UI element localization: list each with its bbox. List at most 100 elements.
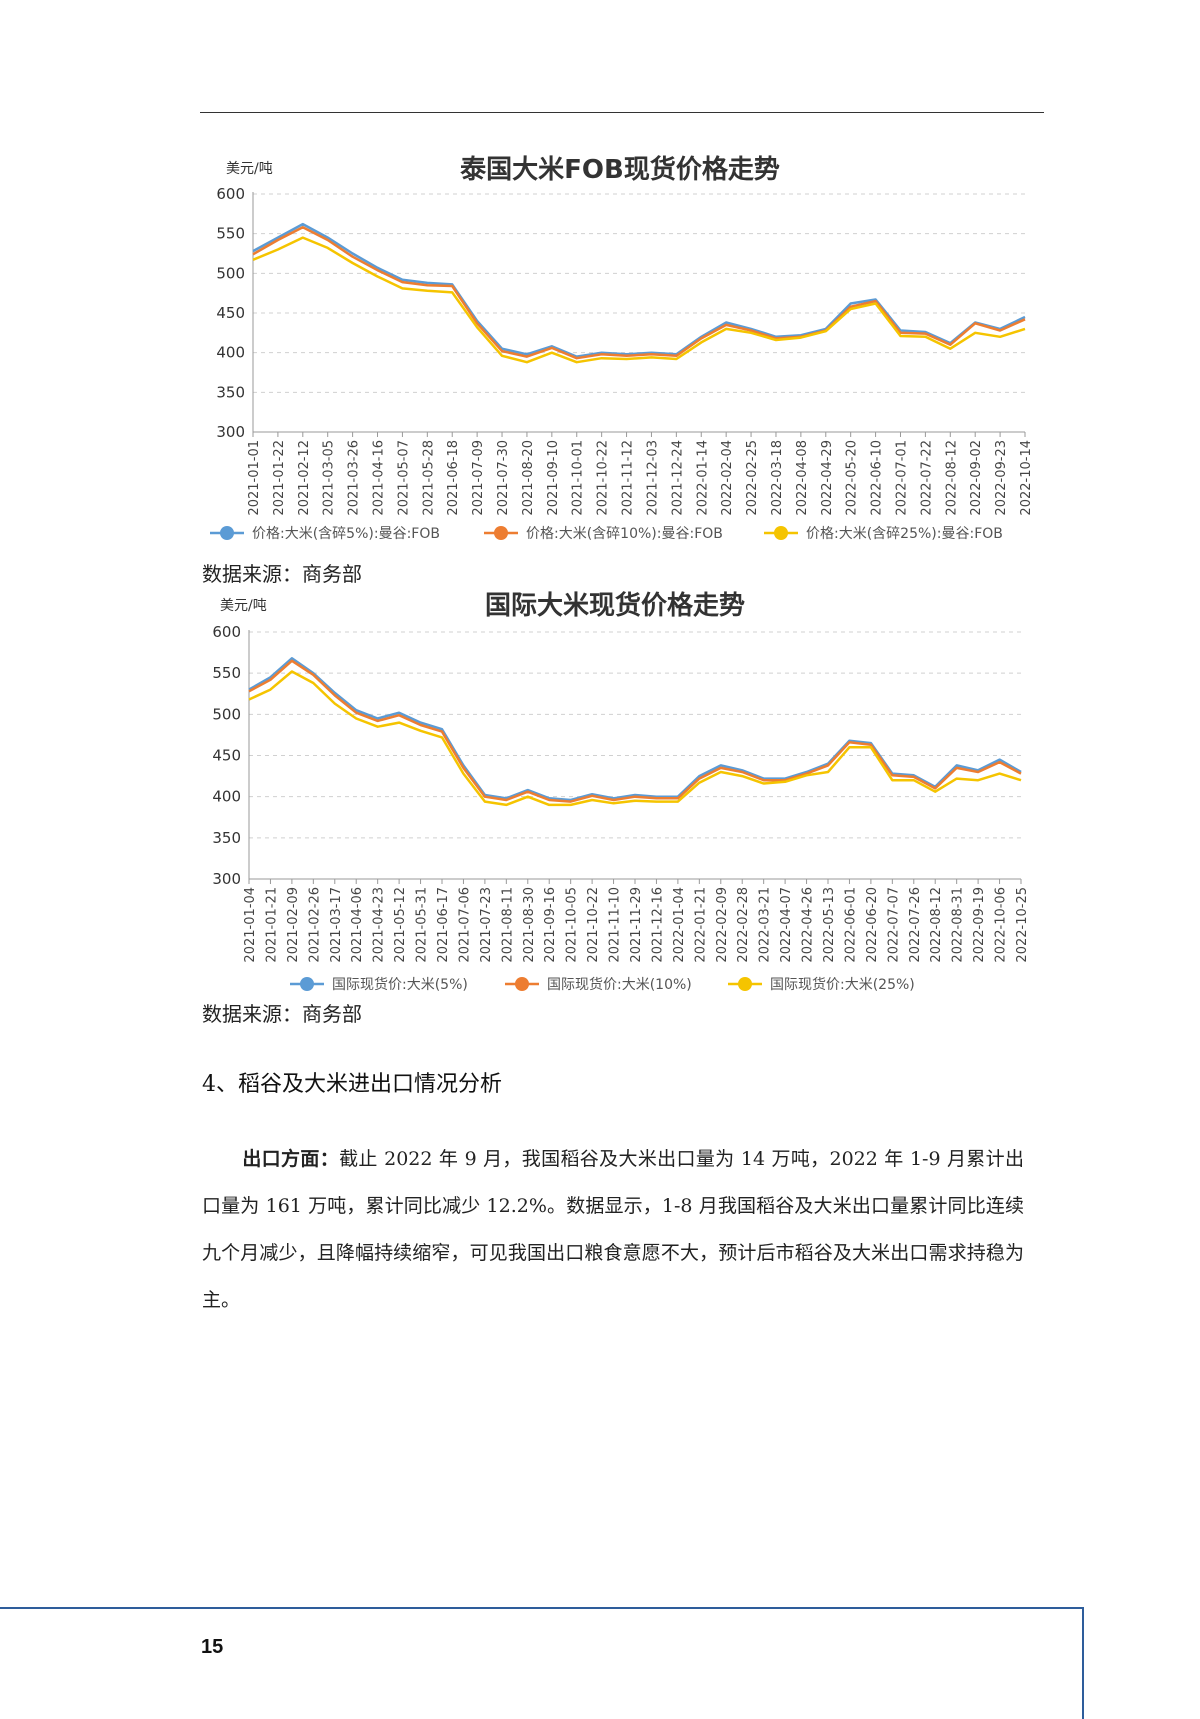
x-tick-label: 2021-07-09 (471, 440, 486, 516)
y-tick-label: 400 (216, 344, 245, 362)
x-tick-label: 2021-11-12 (621, 440, 636, 516)
x-tick-label: 2022-02-25 (745, 440, 760, 516)
x-tick-label: 2021-03-26 (347, 440, 362, 516)
footer-frame (0, 1607, 1084, 1719)
x-tick-label: 2022-08-12 (944, 440, 959, 516)
x-tick-label: 2021-08-11 (500, 887, 515, 963)
x-tick-label: 2022-08-12 (929, 887, 944, 963)
x-tick-label: 2021-01-21 (264, 887, 279, 963)
y-tick-label: 400 (212, 788, 241, 806)
x-tick-label: 2021-01-22 (272, 440, 287, 516)
x-tick-label: 2021-01-01 (247, 440, 262, 516)
series-line-1 (248, 657, 1022, 802)
x-tick-label: 2021-07-30 (496, 440, 511, 516)
x-tick-label: 2021-11-29 (629, 887, 644, 963)
paragraph-lead: 出口方面： (242, 1148, 340, 1170)
x-tick-label: 2021-03-05 (322, 440, 337, 516)
x-tick-label: 2022-08-31 (951, 887, 966, 963)
x-tick-label: 2022-09-23 (994, 440, 1009, 516)
chart-thai-rice-fob: 泰国大米FOB现货价格走势 美元/吨 300 350 400 450 500 550 600 20… (210, 154, 1034, 542)
series-line-2 (248, 659, 1022, 803)
x-tick-label: 2021-10-22 (596, 440, 611, 516)
x-tick-label: 2021-12-24 (670, 440, 685, 516)
legend-marker (220, 526, 234, 540)
x-tick-label: 2022-07-07 (886, 887, 901, 963)
x-tick-label: 2021-02-09 (286, 887, 301, 963)
page-number: 15 (201, 1636, 224, 1658)
x-tick-label: 2022-06-01 (843, 887, 858, 963)
y-tick-label: 300 (212, 870, 241, 888)
x-tick-label: 2022-09-19 (972, 887, 987, 963)
x-tick-label: 2022-10-14 (1019, 440, 1034, 516)
legend-entry-2: 价格:大米(含碎10%):曼谷:FOB (526, 526, 723, 542)
x-tick-label: 2022-10-25 (1015, 887, 1030, 963)
x-tick-label: 2021-04-06 (350, 887, 365, 963)
x-tick-label: 2021-07-06 (457, 887, 472, 963)
export-paragraph: 出口方面：截止 2022 年 9 月，我国稻谷及大米出口量为 14 万吨，202… (202, 1136, 1024, 1324)
x-tick-label: 2022-04-07 (779, 887, 794, 963)
x-tick-label: 2022-03-18 (770, 440, 785, 516)
x-tick-label: 2022-04-26 (801, 887, 816, 963)
y-tick-label: 550 (216, 225, 245, 243)
y-tick-label: 450 (216, 304, 245, 322)
x-tick-label: 2022-01-21 (693, 887, 708, 963)
legend-entry-1: 国际现货价:大米(5%) (332, 976, 468, 993)
y-tick-label: 500 (216, 264, 245, 282)
x-tick-label: 2021-05-31 (415, 887, 430, 963)
chart-2-ylabel: 美元/吨 (220, 598, 267, 614)
x-tick-label: 2021-10-22 (586, 887, 601, 963)
series-line-1 (252, 222, 1026, 358)
x-tick-label: 2022-09-02 (969, 440, 984, 516)
x-tick-label: 2021-02-12 (297, 440, 312, 516)
series-line-2 (252, 226, 1026, 360)
x-tick-label: 2022-04-29 (820, 440, 835, 516)
x-tick-label: 2022-05-13 (822, 887, 837, 963)
x-tick-label: 2022-07-26 (908, 887, 923, 963)
x-tick-label: 2021-05-12 (393, 887, 408, 963)
x-tick-label: 2022-06-20 (865, 887, 880, 963)
y-tick-label: 500 (212, 705, 241, 723)
x-tick-label: 2021-08-30 (522, 887, 537, 963)
y-tick-label: 450 (212, 747, 241, 765)
chart-2-source: 数据来源：商务部 (202, 1002, 362, 1026)
x-tick-label: 2021-01-04 (243, 887, 258, 963)
y-tick-label: 300 (216, 423, 245, 441)
series-line-3 (252, 236, 1026, 364)
x-tick-label: 2022-01-04 (672, 887, 687, 963)
x-tick-label: 2021-06-18 (446, 440, 461, 516)
chart-1-source: 数据来源：商务部 (202, 562, 362, 586)
legend-marker (300, 977, 314, 991)
paragraph-body: 截止 2022 年 9 月，我国稻谷及大米出口量为 14 万吨，2022 年 1… (202, 1148, 1024, 1311)
legend-marker (738, 977, 752, 991)
x-tick-label: 2021-03-17 (329, 887, 344, 963)
section-heading: 4、稻谷及大米进出口情况分析 (202, 1072, 502, 1097)
x-tick-label: 2021-02-26 (307, 887, 322, 963)
x-tick-label: 2022-07-01 (894, 440, 909, 516)
y-tick-label: 350 (212, 829, 241, 847)
y-tick-label: 350 (216, 383, 245, 401)
x-tick-label: 2021-11-10 (608, 887, 623, 963)
chart-1-ylabel: 美元/吨 (226, 161, 273, 177)
x-tick-label: 2021-08-20 (521, 440, 536, 516)
x-tick-label: 2022-05-20 (845, 440, 860, 516)
x-tick-label: 2022-02-28 (736, 887, 751, 963)
x-tick-label: 2021-10-05 (565, 887, 580, 963)
legend-marker (494, 526, 508, 540)
x-tick-label: 2022-02-09 (715, 887, 730, 963)
x-tick-label: 2021-06-17 (436, 887, 451, 963)
x-tick-label: 2021-09-10 (546, 440, 561, 516)
legend-entry-3: 价格:大米(含碎25%):曼谷:FOB (806, 526, 1003, 542)
y-tick-label: 600 (212, 623, 241, 641)
chart-2-title: 国际大米现货价格走势 (485, 590, 745, 621)
x-tick-label: 2022-06-10 (870, 440, 885, 516)
legend-entry-1: 价格:大米(含碎5%):曼谷:FOB (252, 526, 440, 542)
x-tick-label: 2021-12-03 (645, 440, 660, 516)
x-tick-label: 2022-03-21 (758, 887, 773, 963)
y-tick-label: 600 (216, 185, 245, 203)
chart-international-rice-spot: 国际大米现货价格走势 美元/吨 300 350 400 450 500 550 600 2021-… (212, 590, 1030, 993)
chart-1-title: 泰国大米FOB现货价格走势 (460, 154, 780, 185)
x-tick-label: 2022-07-22 (919, 440, 934, 516)
x-tick-label: 2021-05-28 (421, 440, 436, 516)
x-tick-label: 2021-05-07 (396, 440, 411, 516)
legend-marker (774, 526, 788, 540)
